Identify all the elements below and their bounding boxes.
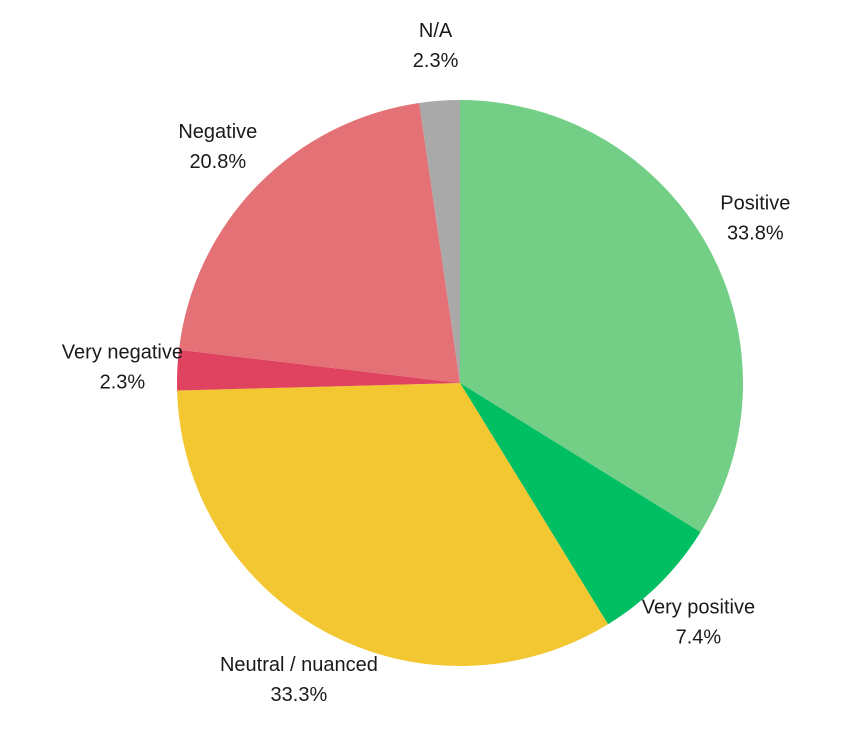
slices-layer xyxy=(176,100,743,667)
slice-label-positive: Positive xyxy=(720,193,790,215)
slice-value-negative: 20.8% xyxy=(189,151,246,173)
slice-label-negative: Negative xyxy=(178,121,257,143)
slice-value-n-a: 2.3% xyxy=(413,50,459,72)
slice-label-very-positive: Very positive xyxy=(642,597,755,619)
slice-label-neutral-nuanced: Neutral / nuanced xyxy=(220,654,378,676)
pie-slice-negative xyxy=(178,102,460,384)
labels-layer: Positive 33.8% Very positive 7.4% Neutral / … xyxy=(62,20,791,706)
pie-slice-positive xyxy=(460,100,743,533)
slice-value-very-positive: 7.4% xyxy=(676,627,722,649)
pie-slice-neutral-nuanced xyxy=(177,383,608,667)
slice-value-positive: 33.8% xyxy=(727,223,784,245)
pie-slice-very-negative xyxy=(176,349,460,391)
slice-value-neutral-nuanced: 33.3% xyxy=(271,684,328,706)
pie-slice-very-positive xyxy=(460,383,701,625)
slice-label-n-a: N/A xyxy=(419,20,453,42)
slice-label-very-negative: Very negative xyxy=(62,342,183,364)
pie-slice-n-a xyxy=(419,100,460,383)
slice-value-very-negative: 2.3% xyxy=(100,372,146,394)
